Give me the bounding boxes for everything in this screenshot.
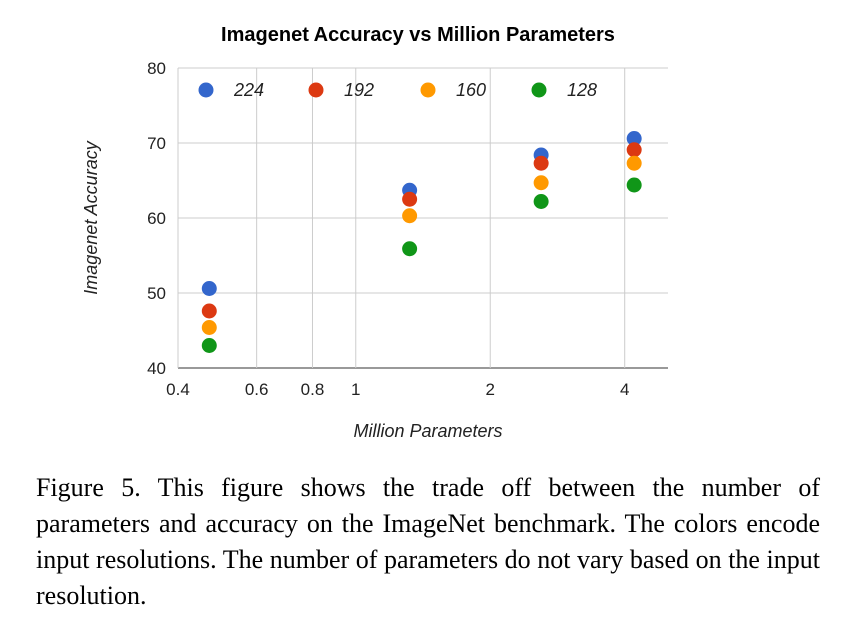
- scatter-chart: Imagenet Accuracy vs Million Parameters …: [81, 24, 668, 441]
- data-point-128: [626, 177, 642, 193]
- legend-marker-224: [198, 82, 214, 98]
- data-point-160: [626, 155, 642, 171]
- x-axis-ticks: 0.4 0.6 0.8 1 2 4: [166, 380, 629, 399]
- legend: 224 192 160 128: [198, 80, 597, 100]
- legend-label-160: 160: [456, 80, 486, 100]
- legend-marker-128: [531, 82, 547, 98]
- x-axis-label: Million Parameters: [353, 421, 502, 441]
- x-tick-label: 2: [486, 380, 495, 399]
- legend-marker-160: [420, 82, 436, 98]
- y-tick-label: 50: [147, 284, 166, 303]
- x-tick-label: 4: [620, 380, 629, 399]
- chart-title: Imagenet Accuracy vs Million Parameters: [221, 24, 615, 46]
- data-point-224: [201, 281, 217, 296]
- y-axis-label: Imagenet Accuracy: [81, 140, 101, 294]
- legend-marker-192: [308, 82, 324, 98]
- data-point-128: [402, 241, 418, 257]
- data-point-160: [533, 175, 549, 191]
- x-tick-label: 1: [351, 380, 360, 399]
- x-tick-label: 0.6: [245, 380, 269, 399]
- data-point-160: [201, 320, 217, 335]
- y-tick-label: 70: [147, 134, 166, 153]
- legend-label-128: 128: [567, 80, 597, 100]
- gridlines: [177, 67, 668, 369]
- y-tick-label: 40: [147, 359, 166, 378]
- data-point-160: [402, 208, 418, 224]
- data-point-192: [533, 155, 549, 171]
- data-points: [201, 131, 642, 353]
- legend-label-224: 224: [233, 80, 264, 100]
- data-point-192: [201, 303, 217, 319]
- data-point-128: [533, 194, 549, 209]
- data-point-128: [201, 338, 217, 353]
- legend-label-192: 192: [344, 80, 374, 100]
- x-tick-label: 0.4: [166, 380, 190, 399]
- x-tick-label: 0.8: [301, 380, 325, 399]
- data-point-192: [402, 191, 418, 207]
- figure-caption: Figure 5. This figure shows the trade of…: [36, 473, 820, 610]
- y-tick-label: 80: [147, 59, 166, 78]
- y-tick-label: 60: [147, 209, 166, 228]
- data-point-224: [626, 131, 642, 146]
- y-axis-ticks: 40 50 60 70 80: [147, 59, 166, 378]
- data-point-192: [626, 142, 642, 158]
